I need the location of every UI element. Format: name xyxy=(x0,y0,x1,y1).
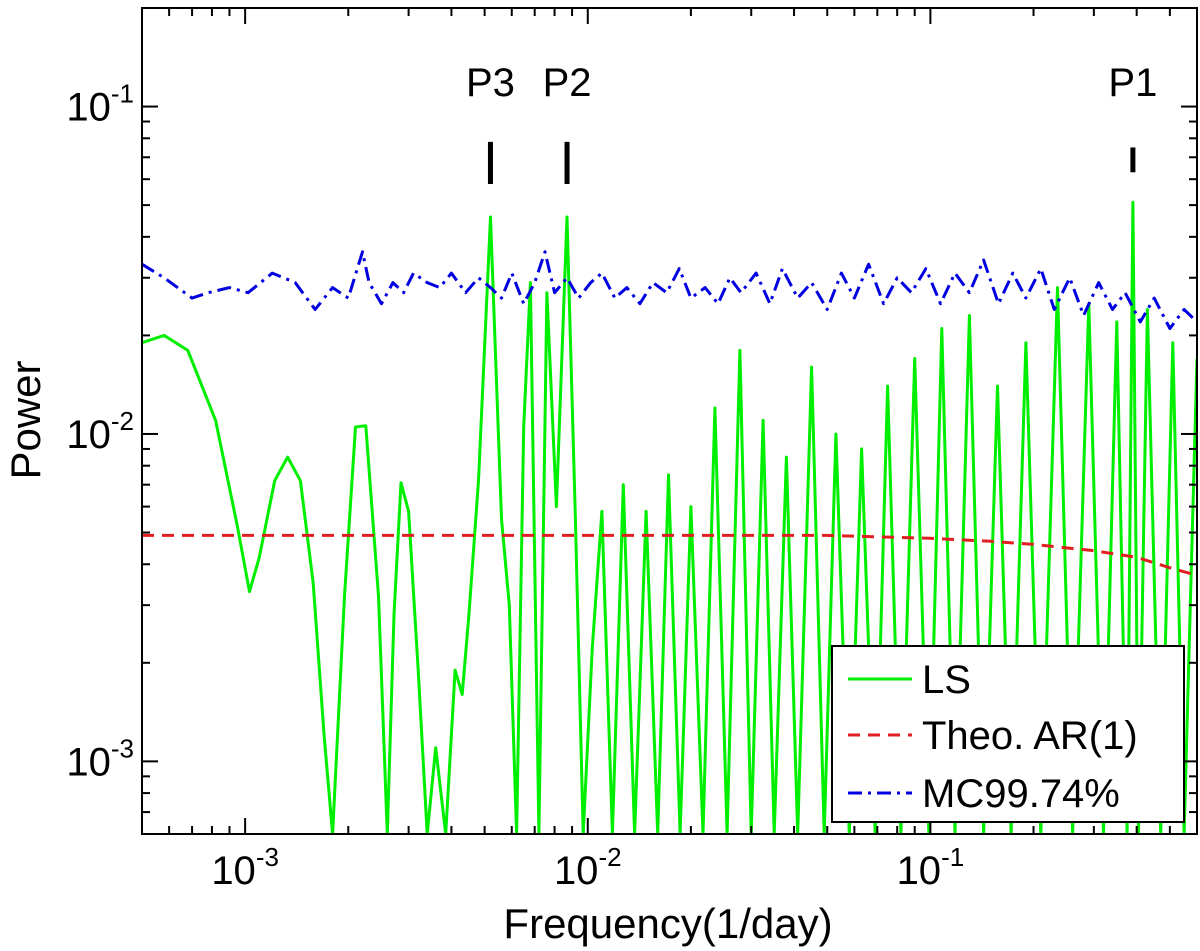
y-axis-title: Power xyxy=(2,360,49,479)
x-tick-label: 10-3 xyxy=(211,842,279,893)
y-tick-label: 10-1 xyxy=(66,79,134,130)
plot-frame xyxy=(141,7,1198,835)
y-tick-label: 10-2 xyxy=(66,406,134,457)
x-tick-label: 10-2 xyxy=(554,842,622,893)
legend-label-mc: MC99.74% xyxy=(922,772,1120,816)
y-tick-label: 10-3 xyxy=(66,733,134,784)
annotation-layer: P3 P2 P1 xyxy=(466,61,1157,185)
series-line-mc xyxy=(142,250,1197,330)
legend-label-ar1: Theo. AR(1) xyxy=(922,714,1138,758)
legend: LS Theo. AR(1) MC99.74% xyxy=(831,645,1185,823)
peak-label-p2: P2 xyxy=(543,61,592,105)
peak-label-p1: P1 xyxy=(1108,61,1157,105)
series-layer xyxy=(142,200,1197,834)
legend-label-ls: LS xyxy=(922,658,971,702)
series-line-ls xyxy=(142,200,1197,834)
peak-label-p3: P3 xyxy=(466,61,515,105)
tick-layer: 10-3 10-2 10-1 10-3 10-2 10-1 xyxy=(66,7,1197,893)
x-tick-label: 10-1 xyxy=(897,842,965,893)
x-axis-title: Frequency(1/day) xyxy=(503,900,832,947)
series-line-ar1 xyxy=(142,533,1197,577)
